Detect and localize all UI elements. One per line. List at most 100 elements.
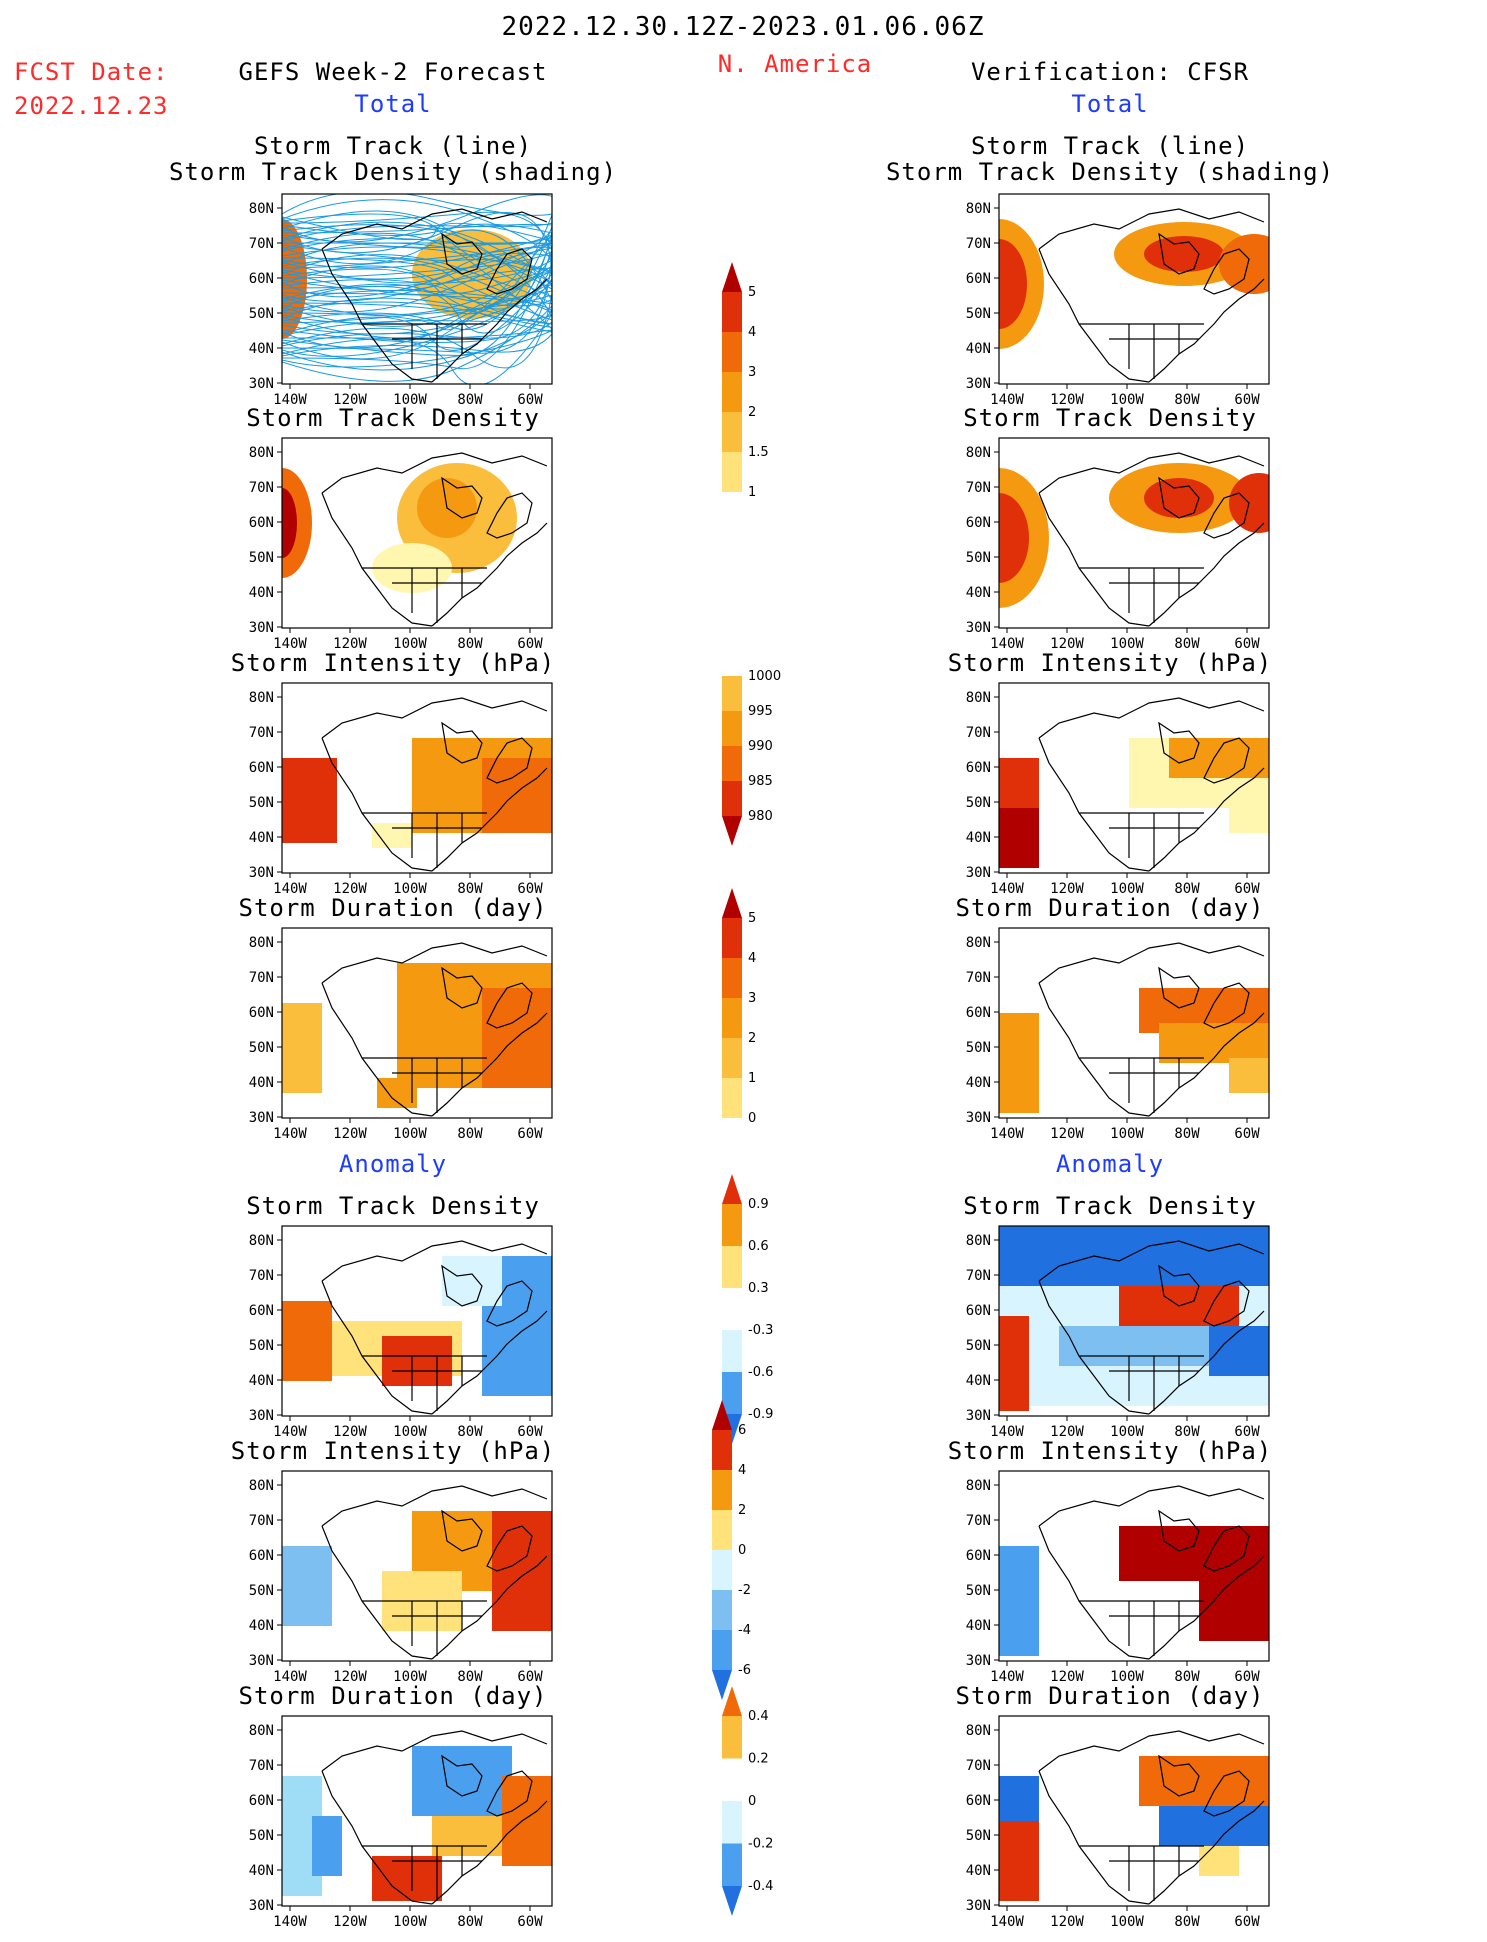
map-frame xyxy=(998,1470,1270,1662)
colorbar-duration-anom: 0.4 0.2 0 -0.2 -0.4 xyxy=(720,1686,800,1930)
lon-label: 140W xyxy=(273,636,307,652)
colorbar-segment xyxy=(712,1470,732,1510)
lat-label: 60N xyxy=(249,1793,274,1809)
colorbar-intensity-anom: 6 4 2 0 -2 -4 -6 xyxy=(710,1400,790,1714)
lat-label: 70N xyxy=(966,970,991,986)
map-right-density: 80N 70N 60N 50N 40N 30N 140W 120W 100W 80W 60W xyxy=(947,436,1279,664)
lon-label: 140W xyxy=(990,392,1024,408)
coastline-4 xyxy=(1158,966,1200,1009)
coastline-3 xyxy=(1203,1525,1250,1572)
coastline-4 xyxy=(1158,1754,1200,1797)
land-layer xyxy=(1038,697,1265,872)
intensity-cell xyxy=(1169,738,1269,778)
coastline-1 xyxy=(321,248,433,383)
lat-label: 50N xyxy=(249,306,274,322)
lon-label: 120W xyxy=(333,1126,367,1142)
anomaly-cell xyxy=(999,1226,1269,1286)
lon-label: 80W xyxy=(1174,881,1200,897)
colorbar-label: 4 xyxy=(748,325,756,340)
duration-cell xyxy=(1159,1023,1269,1063)
shading-layer xyxy=(282,738,552,848)
coastline-1 xyxy=(1038,248,1150,383)
lat-label: 40N xyxy=(966,1618,991,1634)
colorbar-label: 980 xyxy=(748,809,773,824)
lat-label: 60N xyxy=(249,515,274,531)
colorbar-density: 5 4 3 2 1.5 1 xyxy=(720,262,800,536)
colorbar-label: 2 xyxy=(738,1503,746,1518)
track-line xyxy=(282,194,552,261)
lon-label: 100W xyxy=(393,636,427,652)
colorbar-label: 0.4 xyxy=(748,1709,769,1724)
lat-label: 40N xyxy=(249,1075,274,1091)
coastline-4 xyxy=(1158,721,1200,764)
track-line xyxy=(282,293,552,369)
coastline-2 xyxy=(431,522,548,627)
coastline-3 xyxy=(486,737,533,784)
intensity-cell xyxy=(372,823,412,848)
lat-label: 60N xyxy=(966,271,991,287)
colorbar-segment xyxy=(712,1550,732,1590)
right-column-title: Verification: CFSR xyxy=(970,58,1250,86)
land-layer xyxy=(1038,1485,1265,1660)
lat-label: 30N xyxy=(966,376,991,392)
coastline-2 xyxy=(1148,1012,1265,1117)
shading-layer xyxy=(999,738,1269,868)
lon-label: 100W xyxy=(1110,881,1144,897)
track-line xyxy=(282,242,552,313)
anomaly-cell xyxy=(282,1301,332,1381)
lat-label: 30N xyxy=(249,376,274,392)
map-left-density-anom: 80N 70N 60N 50N 40N 30N 140W 120W 100W 80W 60W xyxy=(230,1224,562,1452)
map-frame xyxy=(281,193,553,385)
lon-label: 120W xyxy=(333,1669,367,1685)
anomaly-cell xyxy=(1209,1326,1269,1376)
anomaly-cell xyxy=(1119,1526,1269,1581)
colorbar-label: -6 xyxy=(738,1663,751,1678)
lat-label: 80N xyxy=(966,690,991,706)
colorbar-label: -2 xyxy=(738,1583,751,1598)
lon-label: 120W xyxy=(1050,1914,1084,1930)
lat-label: 80N xyxy=(966,1478,991,1494)
lat-label: 50N xyxy=(249,550,274,566)
lon-label: 80W xyxy=(1174,1424,1200,1440)
lat-label: 40N xyxy=(966,341,991,357)
colorbar-segment xyxy=(722,1288,742,1330)
coastline-1 xyxy=(321,492,433,627)
anomaly-cell xyxy=(1199,1846,1239,1876)
map-frame xyxy=(281,682,553,874)
lat-label: 70N xyxy=(249,480,274,496)
track-line xyxy=(282,223,552,236)
coastline-3 xyxy=(486,1770,533,1817)
lat-label: 40N xyxy=(966,830,991,846)
lon-label: 140W xyxy=(990,881,1024,897)
lon-label: 60W xyxy=(1234,392,1260,408)
colorbar-svg: 5 4 3 2 1 0 xyxy=(722,888,756,1126)
lon-label: 140W xyxy=(273,1126,307,1142)
coastline-2 xyxy=(1148,1555,1265,1660)
anomaly-cell xyxy=(442,1256,502,1306)
coastline-3 xyxy=(1203,1770,1250,1817)
coastline-0 xyxy=(1038,1240,1265,1282)
right-density-title: Storm Track Density xyxy=(963,404,1257,432)
anomaly-cell xyxy=(999,1821,1039,1901)
coastline-2 xyxy=(1148,1310,1265,1415)
lat-label: 40N xyxy=(249,1618,274,1634)
density-shade xyxy=(999,493,1029,583)
colorbar-segment xyxy=(722,958,742,998)
intensity-cell xyxy=(999,808,1039,868)
right-total-label: Total xyxy=(1071,90,1149,118)
lat-label: 30N xyxy=(966,1110,991,1126)
coastline-1 xyxy=(321,1770,433,1905)
colorbar-segment xyxy=(722,1330,742,1372)
track-line xyxy=(282,270,552,327)
colorbar-segment xyxy=(712,1590,732,1630)
lon-label: 140W xyxy=(273,1669,307,1685)
